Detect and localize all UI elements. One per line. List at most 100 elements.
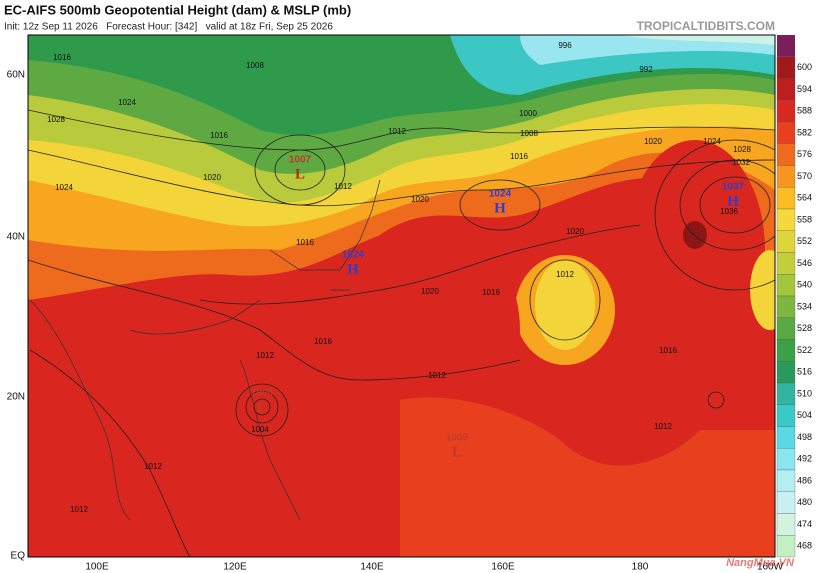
isobar-label: 1012	[144, 462, 162, 471]
colorbar-label: 486	[797, 475, 812, 485]
source: TROPICALTIDBITS.COM	[637, 19, 775, 33]
isobar-label: 1008	[246, 61, 264, 70]
isobar-label: 1020	[566, 227, 584, 236]
isobar-label: 1016	[314, 337, 332, 346]
colorbar-swatch	[776, 361, 796, 384]
isobar-label: 1020	[421, 287, 439, 296]
lat-label: 20N	[7, 392, 25, 403]
isobar-label: 992	[639, 65, 653, 74]
lat-label: EQ	[11, 551, 26, 562]
lon-label: 160W	[757, 562, 784, 573]
isobar-label: 1028	[733, 145, 751, 154]
pressure-symbol: H	[727, 193, 739, 209]
map-frame	[27, 34, 776, 558]
isobar-label: 1016	[659, 346, 677, 355]
colorbar-swatch	[776, 535, 796, 558]
colorbar-swatch	[776, 143, 796, 166]
isobar-label: 1012	[70, 505, 88, 514]
lon-label: 160E	[491, 562, 515, 573]
pressure-symbol: L	[257, 399, 267, 415]
isobar-label: 1020	[203, 173, 221, 182]
colorbar-swatch	[776, 187, 796, 210]
isobar-label: 1012	[428, 371, 446, 380]
colorbar-label: 558	[797, 214, 812, 224]
lon-label: 180	[632, 562, 649, 573]
isobar-label: 1016	[296, 238, 314, 247]
pressure-value: 1024	[489, 189, 512, 200]
colorbar-label: 594	[797, 84, 812, 94]
colorbar-swatch	[776, 448, 796, 471]
lat-label: 40N	[7, 232, 25, 243]
isobar-label: 1024	[118, 98, 136, 107]
isobar-label: 1004	[251, 425, 269, 434]
colorbar-label: 540	[797, 280, 812, 290]
colorbar-swatch	[776, 78, 796, 101]
pressure-value: 1008	[251, 388, 274, 399]
colorbar-label: 546	[797, 258, 812, 268]
lon-label: 140E	[360, 562, 384, 573]
lon-label: 120E	[223, 562, 247, 573]
colorbar-swatch	[776, 274, 796, 297]
isobar-label: 1020	[644, 137, 662, 146]
colorbar-swatch	[776, 404, 796, 427]
isobar-label: 1016	[482, 288, 500, 297]
colorbar-swatch	[776, 469, 796, 492]
isobar-label: 1016	[53, 53, 71, 62]
pressure-symbol: H	[494, 200, 506, 216]
colorbar-label: 588	[797, 106, 812, 116]
colorbar-swatch	[776, 121, 796, 144]
colorbar-label: 528	[797, 323, 812, 333]
colorbar-swatch	[776, 426, 796, 449]
colorbar-swatch	[776, 56, 796, 79]
colorbar-label: 516	[797, 367, 812, 377]
colorbar-label: 564	[797, 193, 812, 203]
colorbar-label: 576	[797, 149, 812, 159]
colorbar-swatch	[776, 252, 796, 275]
colorbar-label: 510	[797, 388, 812, 398]
colorbar-swatch	[776, 165, 796, 188]
colorbar-swatch	[776, 100, 796, 123]
colorbar: 600 594 588 582 576 570 564 558 552 546 540 534 528 5…	[776, 35, 812, 558]
isobar-label: 1024	[55, 183, 73, 192]
isobar-label: 1012	[388, 127, 406, 136]
colorbar-label: 468	[797, 541, 812, 551]
isobar-label: 1028	[47, 115, 65, 124]
isobar-label: 1008	[520, 129, 538, 138]
pressure-symbol: L	[295, 166, 305, 182]
pressure-symbol: H	[347, 261, 359, 277]
isobar-label: 1032	[732, 158, 750, 167]
pressure-symbol: L	[452, 444, 462, 460]
colorbar-swatch	[776, 491, 796, 514]
isobar-label: 1036	[720, 207, 738, 216]
colorbar-swatch	[776, 513, 796, 536]
isobar-label: 1024	[703, 137, 721, 146]
isobar-label: 1012	[256, 351, 274, 360]
colorbar-label: 474	[797, 519, 812, 529]
colorbar-label: 498	[797, 432, 812, 442]
colorbar-swatch	[776, 295, 796, 318]
isobar-label: 1016	[210, 131, 228, 140]
map-field	[28, 35, 775, 557]
colorbar-swatch	[776, 317, 796, 340]
colorbar-label: 534	[797, 301, 812, 311]
lon-label: 100E	[85, 562, 109, 573]
isobar-label: 1000	[519, 109, 537, 118]
isobar-label: 1016	[510, 152, 528, 161]
pressure-value: 1007	[289, 155, 312, 166]
colorbar-label: 522	[797, 345, 812, 355]
subtitle: Init: 12z Sep 11 2026 Forecast Hour: [34…	[4, 22, 333, 33]
colorbar-label: 492	[797, 454, 812, 464]
isobar-label: 996	[558, 41, 572, 50]
colorbar-label: 600	[797, 62, 812, 72]
colorbar-label: 570	[797, 171, 812, 181]
watermark: NangMua.VN	[726, 557, 795, 569]
pressure-value: 1037	[722, 182, 745, 193]
colorbar-cap	[777, 35, 795, 57]
colorbar-label: 552	[797, 236, 812, 246]
colorbar-swatch	[776, 208, 796, 231]
colorbar-label: 582	[797, 127, 812, 137]
title: EC-AIFS 500mb Geopotential Height (dam) …	[4, 2, 351, 17]
colorbar-swatch	[776, 382, 796, 405]
isobar-label: 1012	[334, 182, 352, 191]
